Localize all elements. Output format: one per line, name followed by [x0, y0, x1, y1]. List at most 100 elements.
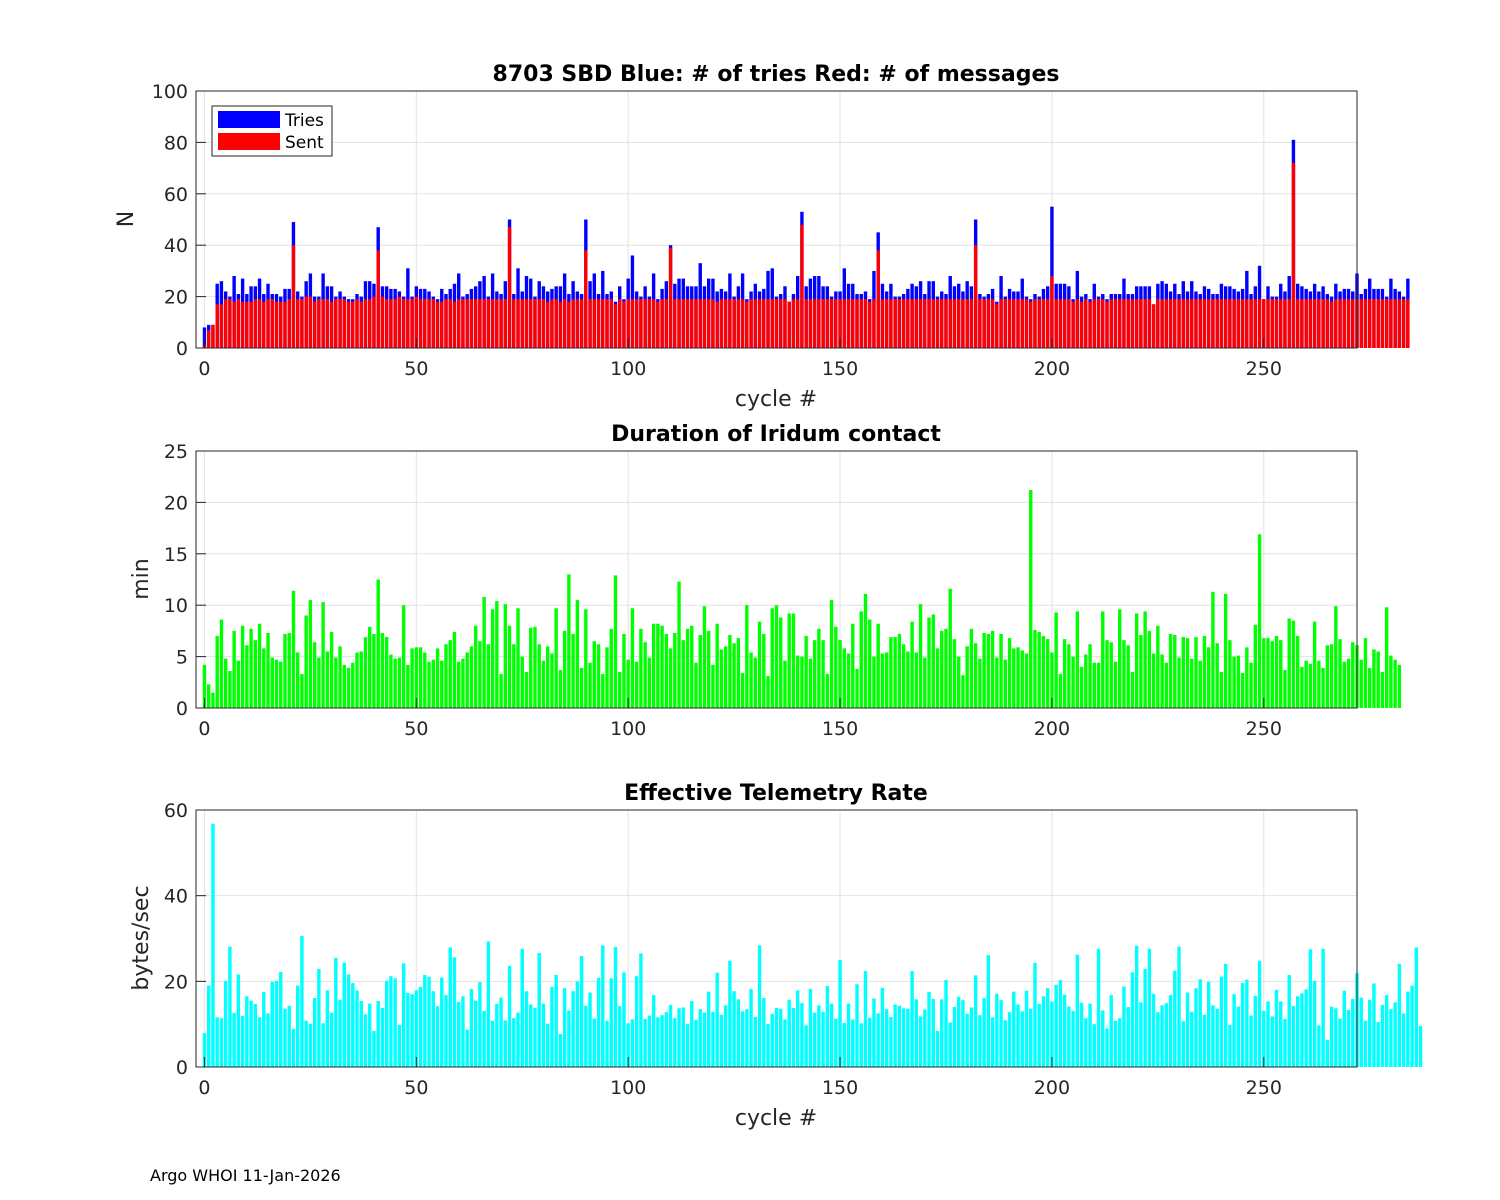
rate-bar-rate-249: [1257, 960, 1262, 1067]
rate-bar-rate-23: [300, 935, 304, 1067]
sbd-bar-tries-0: [202, 327, 207, 348]
rate-bar-rate-225: [1156, 1012, 1160, 1067]
duration-bar-duration-154: [855, 668, 859, 708]
sbd-bar-sent-194: [1024, 299, 1029, 348]
duration-bar-duration-11: [249, 628, 253, 708]
duration-bar-duration-13: [257, 623, 262, 708]
rate-bar-rate-150: [838, 959, 842, 1067]
sbd-bar-sent-181: [969, 299, 974, 348]
sbd-bar-sent-284: [1406, 299, 1410, 348]
duration-bar-duration-120: [711, 664, 715, 708]
sbd-bar-sent-219: [1130, 299, 1135, 348]
sbd-bar-sent-31: [334, 299, 338, 348]
rate-axes-box: [195, 809, 1358, 1068]
rate-bar-rate-48: [406, 992, 410, 1067]
rate-bar-rate-163: [893, 1004, 897, 1067]
duration-bar-duration-126: [736, 638, 741, 708]
duration-bar-duration-51: [418, 647, 423, 708]
duration-bar-duration-111: [673, 632, 677, 708]
duration-bar-duration-34: [346, 667, 351, 708]
rate-bar-rate-74: [516, 1012, 520, 1067]
duration-bar-duration-141: [800, 656, 804, 708]
duration-bar-duration-133: [766, 676, 770, 708]
rate-bar-rate-1: [207, 985, 211, 1067]
sbd-bar-sent-18: [279, 301, 283, 348]
sbd-bar-sent-190: [1007, 299, 1012, 348]
sbd-bar-sent-119: [707, 299, 711, 348]
sbd-bar-sent-4: [219, 304, 224, 348]
sbd-bar-sent-117: [698, 299, 702, 348]
sbd-bar-sent-15: [266, 299, 270, 348]
rate-bar-rate-269: [1342, 990, 1346, 1067]
rate-bar-rate-104: [643, 1019, 647, 1067]
rate-bar-rate-137: [783, 1019, 787, 1067]
duration-bar-duration-182: [973, 643, 978, 708]
duration-bar-duration-118: [702, 606, 707, 708]
rate-bar-rate-279: [1384, 995, 1389, 1067]
duration-bar-duration-203: [1062, 639, 1067, 708]
duration-bar-duration-233: [1190, 658, 1194, 708]
rate-bar-rate-162: [889, 1016, 893, 1067]
duration-bar-duration-219: [1130, 672, 1135, 708]
duration-bar-duration-160: [880, 653, 885, 708]
sbd-bar-sent-129: [749, 299, 753, 348]
duration-bar-duration-276: [1372, 649, 1376, 708]
sbd-bar-sent-171: [927, 299, 931, 348]
rate-bar-rate-58: [448, 947, 452, 1067]
sbd-bar-sent-243: [1232, 299, 1236, 348]
sbd-bar-sent-169: [918, 299, 923, 348]
sbd-xtick-label-50: 50: [404, 358, 428, 380]
rate-bar-rate-258: [1295, 996, 1300, 1067]
sbd-bar-sent-143: [808, 299, 813, 348]
sbd-bar-sent-49: [410, 299, 414, 348]
duration-bar-duration-83: [554, 608, 558, 708]
rate-bar-rate-247: [1249, 1015, 1253, 1067]
rate-xtick-label-100: 100: [610, 1077, 646, 1099]
rate-bar-rate-199: [1045, 988, 1050, 1067]
duration-bar-duration-98: [618, 672, 622, 708]
duration-bar-duration-188: [999, 633, 1003, 708]
sbd-bar-sent-122: [719, 299, 724, 348]
rate-bar-rate-3: [215, 1017, 219, 1067]
duration-panel: 0 50 100 150 200 250 0 5 10 15 20 25 Duration of I…: [129, 422, 1402, 740]
sbd-bar-sent-78: [533, 299, 537, 348]
duration-bar-duration-218: [1126, 645, 1130, 708]
rate-bar-rate-237: [1207, 981, 1211, 1067]
duration-bar-duration-234: [1194, 637, 1198, 708]
sbd-bar-sent-34: [346, 301, 351, 348]
duration-bar-duration-251: [1266, 638, 1270, 708]
rate-bar-rate-195: [1029, 1008, 1033, 1067]
rate-bar-rate-145: [817, 1005, 821, 1067]
sbd-bar-sent-263: [1317, 299, 1321, 348]
rate-bar-rate-31: [334, 957, 338, 1067]
rate-bar-rate-178: [957, 996, 961, 1067]
sbd-bar-sent-265: [1325, 299, 1330, 348]
duration-ytick-label-10: 10: [164, 595, 188, 617]
duration-bar-duration-228: [1168, 633, 1173, 708]
duration-bar-duration-275: [1368, 667, 1372, 708]
sbd-bar-sent-5: [223, 299, 228, 348]
sbd-bar-sent-74: [516, 299, 520, 348]
duration-bar-duration-236: [1202, 636, 1207, 708]
rate-bar-rate-241: [1223, 963, 1228, 1067]
duration-bar-duration-104: [643, 642, 647, 708]
rate-bar-rate-267: [1334, 1008, 1338, 1067]
sbd-bar-sent-26: [312, 301, 317, 348]
sbd-bar-sent-126: [736, 299, 741, 348]
sbd-bar-sent-35: [351, 301, 355, 348]
duration-bar-duration-88: [575, 600, 580, 708]
sbd-bar-sent-179: [961, 299, 965, 348]
sbd-bar-sent-252: [1270, 299, 1274, 348]
duration-bar-duration-1: [207, 684, 211, 708]
sbd-bar-sent-215: [1113, 299, 1118, 348]
duration-bar-duration-67: [486, 644, 491, 708]
rate-bar-rate-253: [1274, 989, 1279, 1067]
sbd-bar-sent-251: [1266, 299, 1270, 348]
duration-bar-duration-250: [1262, 638, 1266, 708]
rate-bar-rate-221: [1139, 1002, 1143, 1067]
rate-bar-rate-187: [995, 993, 999, 1067]
rate-bar-rate-170: [923, 1009, 927, 1067]
sbd-bar-sent-187: [995, 304, 999, 348]
duration-bar-duration-148: [829, 600, 834, 708]
rate-bar-rate-168: [914, 999, 919, 1067]
